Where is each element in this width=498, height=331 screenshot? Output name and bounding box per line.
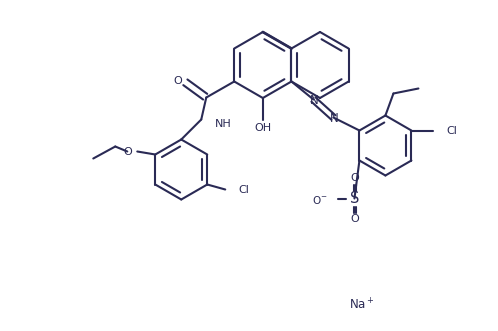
- Text: OH: OH: [254, 123, 271, 133]
- Text: O: O: [124, 147, 132, 157]
- Text: NH: NH: [215, 118, 232, 128]
- Text: Cl: Cl: [446, 125, 457, 135]
- Text: O: O: [350, 214, 359, 224]
- Text: Na$^+$: Na$^+$: [349, 297, 375, 313]
- Text: N: N: [310, 94, 319, 107]
- Text: O: O: [350, 172, 359, 182]
- Text: N: N: [330, 112, 339, 125]
- Text: S: S: [350, 191, 359, 206]
- Text: O: O: [173, 75, 182, 85]
- Text: O$^{-}$: O$^{-}$: [312, 194, 328, 206]
- Text: Cl: Cl: [238, 184, 249, 195]
